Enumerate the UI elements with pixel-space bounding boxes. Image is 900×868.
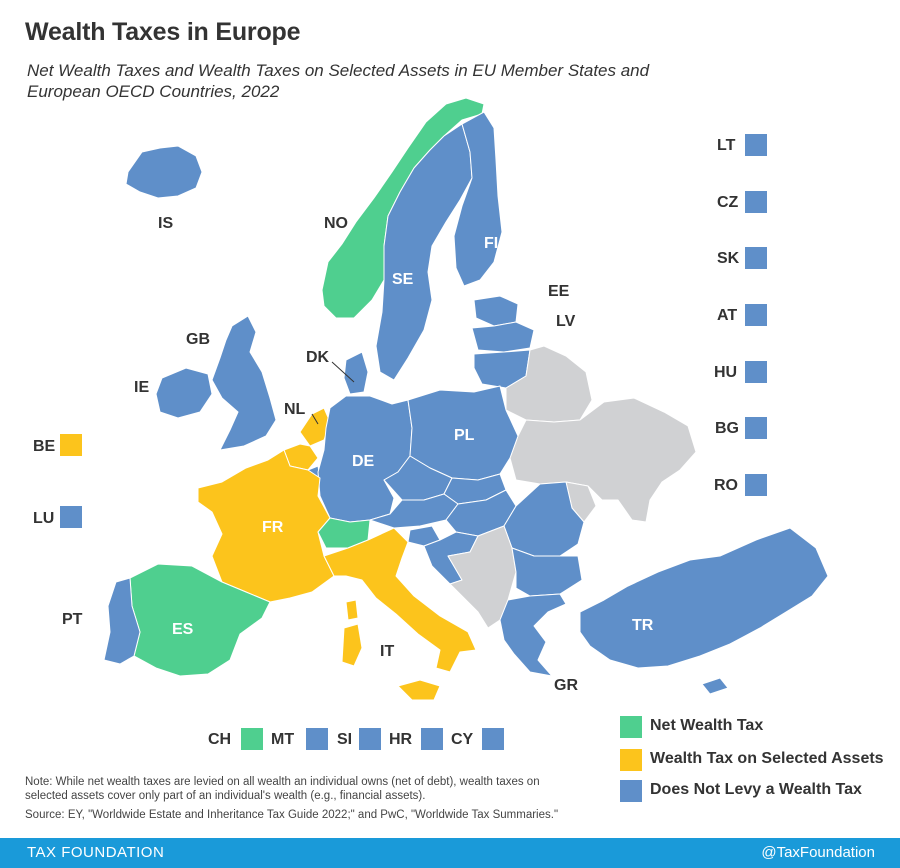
source-line: Source: EY, "Worldwide Estate and Inheri…	[25, 809, 559, 821]
label-bg: BG	[715, 420, 739, 437]
label-ro: RO	[714, 477, 738, 494]
country-denmark	[343, 351, 369, 395]
country-iceland	[125, 145, 203, 199]
footer-brand: TAX FOUNDATION	[27, 844, 165, 861]
country-latvia	[471, 321, 535, 353]
label-si: SI	[337, 731, 353, 748]
swatch-hr	[421, 728, 443, 750]
swatch-be	[60, 434, 82, 456]
swatch-cy	[482, 728, 504, 750]
label-ch: CH	[208, 731, 232, 748]
label-it: IT	[380, 643, 394, 660]
country-cyprus	[701, 677, 729, 695]
label-hr: HR	[389, 731, 413, 748]
country-italy	[323, 527, 477, 673]
label-at: AT	[717, 307, 738, 324]
label-se: SE	[392, 271, 414, 288]
label-be: BE	[33, 438, 56, 455]
swatch-si	[359, 728, 381, 750]
swatch-ro	[745, 474, 767, 496]
country-italy-sicily	[397, 679, 441, 701]
country-estonia	[473, 295, 519, 327]
label-dk: DK	[306, 349, 330, 366]
label-pt: PT	[62, 611, 83, 628]
country-finland	[453, 111, 503, 287]
swatch-cz	[745, 191, 767, 213]
legend-swatch-none	[620, 780, 642, 802]
label-lv: LV	[556, 313, 576, 330]
chart-title: Wealth Taxes in Europe	[25, 18, 301, 46]
country-bulgaria	[511, 547, 583, 597]
country-norway	[321, 97, 485, 319]
nl-pointer	[311, 413, 319, 425]
label-cy: CY	[451, 731, 474, 748]
footer-handle[interactable]: @TaxFoundation	[761, 844, 875, 861]
label-ie: IE	[134, 379, 149, 396]
label-hu: HU	[714, 364, 738, 381]
legend-label-selected: Wealth Tax on Selected Assets	[650, 750, 884, 767]
country-sweden	[375, 123, 473, 381]
country-greece	[499, 593, 567, 677]
label-gb: GB	[186, 331, 210, 348]
label-pl: PL	[454, 427, 475, 444]
footnote: Note: While net wealth taxes are levied …	[25, 776, 540, 802]
swatch-lu	[60, 506, 82, 528]
country-austria	[369, 493, 459, 529]
label-lt: LT	[717, 137, 736, 154]
legend-swatch-selected	[620, 749, 642, 771]
label-is: IS	[158, 215, 173, 232]
label-tr: TR	[632, 617, 654, 634]
label-es: ES	[172, 621, 194, 638]
country-france-corsica	[345, 599, 359, 621]
country-great-britain	[211, 315, 277, 451]
legend-label-net: Net Wealth Tax	[650, 717, 764, 734]
chart-subtitle: Net Wealth Taxes and Wealth Taxes on Sel…	[27, 61, 650, 101]
swatch-sk	[745, 247, 767, 269]
footer-bar: TAX FOUNDATION @TaxFoundation	[0, 838, 900, 868]
swatch-hu	[745, 361, 767, 383]
label-fi: FI	[484, 235, 498, 252]
label-cz: CZ	[717, 194, 739, 211]
country-ukraine	[509, 397, 697, 523]
dk-pointer	[331, 361, 355, 383]
label-mt: MT	[271, 731, 295, 748]
swatch-mt	[306, 728, 328, 750]
legend-swatch-net	[620, 716, 642, 738]
label-no: NO	[324, 215, 348, 232]
label-gr: GR	[554, 677, 578, 694]
swatch-lt	[745, 134, 767, 156]
swatch-ch	[241, 728, 263, 750]
label-de: DE	[352, 453, 375, 470]
label-fr: FR	[262, 519, 284, 536]
country-italy-sardinia	[341, 623, 363, 667]
swatch-bg	[745, 417, 767, 439]
label-nl: NL	[284, 401, 306, 418]
country-turkey	[579, 527, 829, 669]
label-lu: LU	[33, 510, 55, 527]
swatch-at	[745, 304, 767, 326]
country-germany	[317, 395, 413, 523]
label-sk: SK	[717, 250, 740, 267]
label-ee: EE	[548, 283, 570, 300]
country-portugal	[103, 577, 141, 665]
country-ireland	[155, 367, 213, 419]
country-switzerland	[317, 517, 371, 549]
legend-label-none: Does Not Levy a Wealth Tax	[650, 781, 862, 798]
